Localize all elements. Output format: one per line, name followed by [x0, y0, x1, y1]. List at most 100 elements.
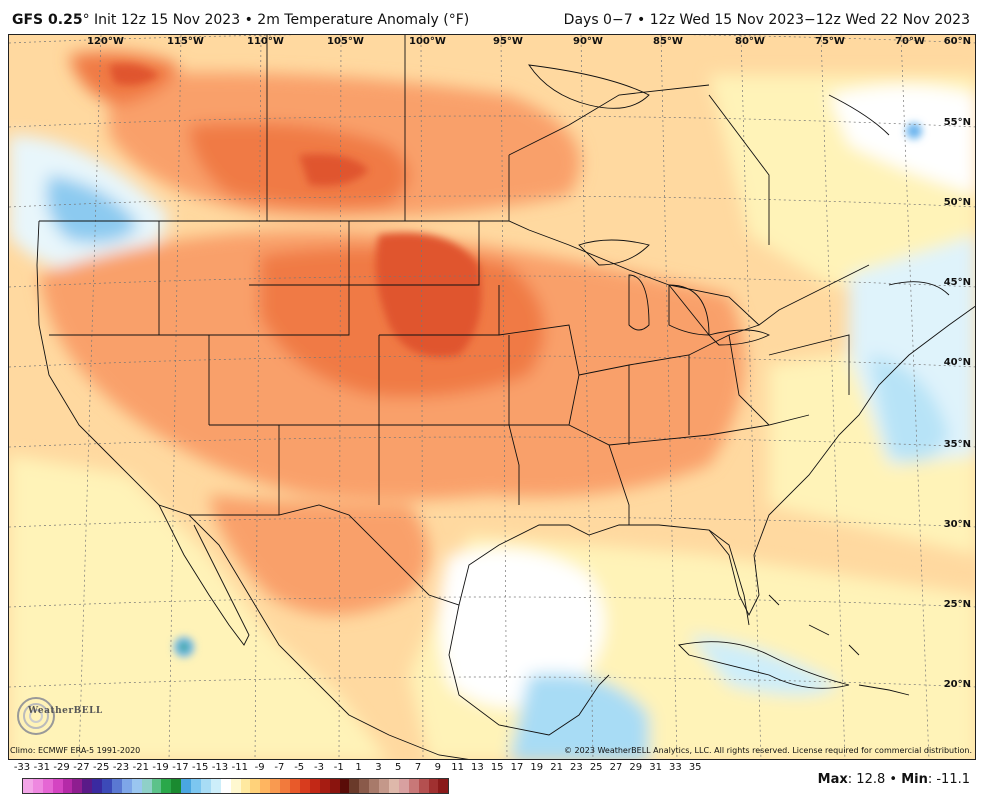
legend-tick-label: -7 — [274, 762, 285, 773]
legend-swatch — [141, 779, 152, 793]
lon-label: 95°W — [493, 36, 523, 47]
legend-swatch — [280, 779, 291, 793]
legend-swatch — [181, 779, 192, 793]
legend-swatch — [270, 779, 281, 793]
legend-swatch — [210, 779, 221, 793]
lat-label: 45°N — [943, 277, 971, 288]
legend-tick-label: -25 — [93, 762, 110, 773]
lat-label: 55°N — [943, 117, 971, 128]
lon-label: 80°W — [735, 36, 765, 47]
max-min-readout: Max: 12.8 • Min: -11.1 — [817, 772, 970, 787]
climo-note: Climo: ECMWF ERA-5 1991-2020 — [10, 746, 141, 755]
prairies-hot-area — [189, 122, 409, 209]
legend-tick-label: -13 — [211, 762, 229, 773]
legend-tick-label: 9 — [434, 762, 441, 773]
lon-label: 120°W — [87, 36, 124, 47]
legend-swatch — [428, 779, 439, 793]
header: GFS 0.25° Init 12z 15 Nov 2023 • 2m Temp… — [0, 0, 984, 34]
legend-tick-label: 3 — [375, 762, 382, 773]
legend-tick-label: -1 — [333, 762, 344, 773]
lon-label: 75°W — [815, 36, 845, 47]
legend-swatch — [260, 779, 271, 793]
legend-swatch — [52, 779, 63, 793]
legend-swatch — [171, 779, 182, 793]
legend-tick-label: -21 — [132, 762, 149, 773]
lat-label: 30°N — [943, 519, 971, 530]
legend-swatch — [379, 779, 389, 793]
legend-swatch — [250, 779, 261, 793]
legend-swatch — [72, 779, 83, 793]
logo-swirl-icon — [17, 697, 55, 735]
bc-blue-area — [46, 175, 139, 243]
legend-swatch — [23, 779, 33, 793]
legend-swatch — [230, 779, 241, 793]
gulf-of-mexico-cool-area — [439, 548, 605, 708]
lon-label: 85°W — [653, 36, 683, 47]
legend-swatch — [201, 779, 211, 793]
lon-label: 90°W — [573, 36, 603, 47]
anomaly-hotspots — [109, 63, 922, 657]
temperature-anomaly-map[interactable]: 120°W 115°W 110°W 105°W 100°W 95°W 90°W … — [8, 34, 976, 760]
legend-swatch — [359, 779, 370, 793]
legend-swatch — [191, 779, 202, 793]
legend-tick-label: -27 — [73, 762, 90, 773]
legend-swatch — [438, 779, 449, 793]
legend-swatch — [62, 779, 73, 793]
central-america-blue-area — [509, 673, 649, 759]
graticule — [9, 35, 975, 759]
legend-swatch — [131, 779, 142, 793]
legend-tick-label: 17 — [510, 762, 524, 773]
pacific-pale-area — [9, 455, 388, 759]
legend-tick-label: 5 — [395, 762, 402, 773]
legend-tick-label: 35 — [688, 762, 702, 773]
legend-swatch — [329, 779, 340, 793]
legend-tick-label: -5 — [294, 762, 305, 773]
lat-label: 20°N — [943, 679, 971, 690]
lat-label: 60°N — [943, 36, 971, 47]
legend-swatch — [319, 779, 330, 793]
map-title: GFS 0.25° Init 12z 15 Nov 2023 • 2m Temp… — [12, 12, 470, 28]
legend-swatch — [112, 779, 122, 793]
pacific-cold-spot-core — [180, 643, 188, 651]
legend-swatch — [92, 779, 103, 793]
map-canvas — [9, 35, 975, 759]
legend-tick-label: 1 — [355, 762, 362, 773]
weatherbell-logo: WeatherBELL — [14, 692, 104, 740]
color-legend: -33 -31 -29 -27 -25 -23 -21 -19 -17 -15 -13 -11 -9 -7… — [12, 762, 712, 802]
legend-swatch — [388, 779, 399, 793]
mexico-warm-area — [209, 495, 429, 615]
legend-tick-label: 23 — [570, 762, 583, 773]
legend-swatch — [102, 779, 113, 793]
legend-tick-label: -29 — [53, 762, 70, 773]
lon-label: 100°W — [409, 36, 446, 47]
labrador-cool-area — [829, 85, 975, 195]
logo-text: WeatherBELL — [28, 706, 103, 716]
legend-tick-label: -23 — [112, 762, 130, 773]
legend-color-bar — [22, 778, 450, 794]
legend-tick-label: 11 — [451, 762, 464, 773]
copyright-note: © 2023 WeatherBELL Analytics, LLC. All r… — [564, 746, 972, 755]
legend-swatch — [398, 779, 409, 793]
legend-swatch — [418, 779, 429, 793]
legend-swatch — [151, 779, 162, 793]
anomaly-shading — [9, 51, 975, 759]
legend-tick-label: -15 — [192, 762, 209, 773]
legend-ticks: -33 -31 -29 -27 -25 -23 -21 -19 -17 -15 -13 -11 -9 -7… — [12, 762, 712, 776]
legend-tick-label: 15 — [490, 762, 504, 773]
legend-swatch — [299, 779, 310, 793]
legend-swatch — [339, 779, 350, 793]
legend-tick-label: -9 — [254, 762, 265, 773]
legend-tick-label: 7 — [414, 762, 422, 773]
legend-tick-label: 19 — [530, 762, 544, 773]
legend-swatch — [349, 779, 360, 793]
legend-tick-label: -31 — [33, 762, 50, 773]
legend-swatch — [290, 779, 300, 793]
legend-swatch — [240, 779, 251, 793]
legend-swatch — [220, 779, 231, 793]
saskatchewan-max-area — [299, 154, 369, 186]
legend-tick-label: -11 — [231, 762, 248, 773]
lat-label: 35°N — [943, 439, 971, 450]
legend-tick-label: 27 — [609, 762, 623, 773]
lon-label: 70°W — [895, 36, 925, 47]
legend-tick-label: -3 — [314, 762, 324, 773]
